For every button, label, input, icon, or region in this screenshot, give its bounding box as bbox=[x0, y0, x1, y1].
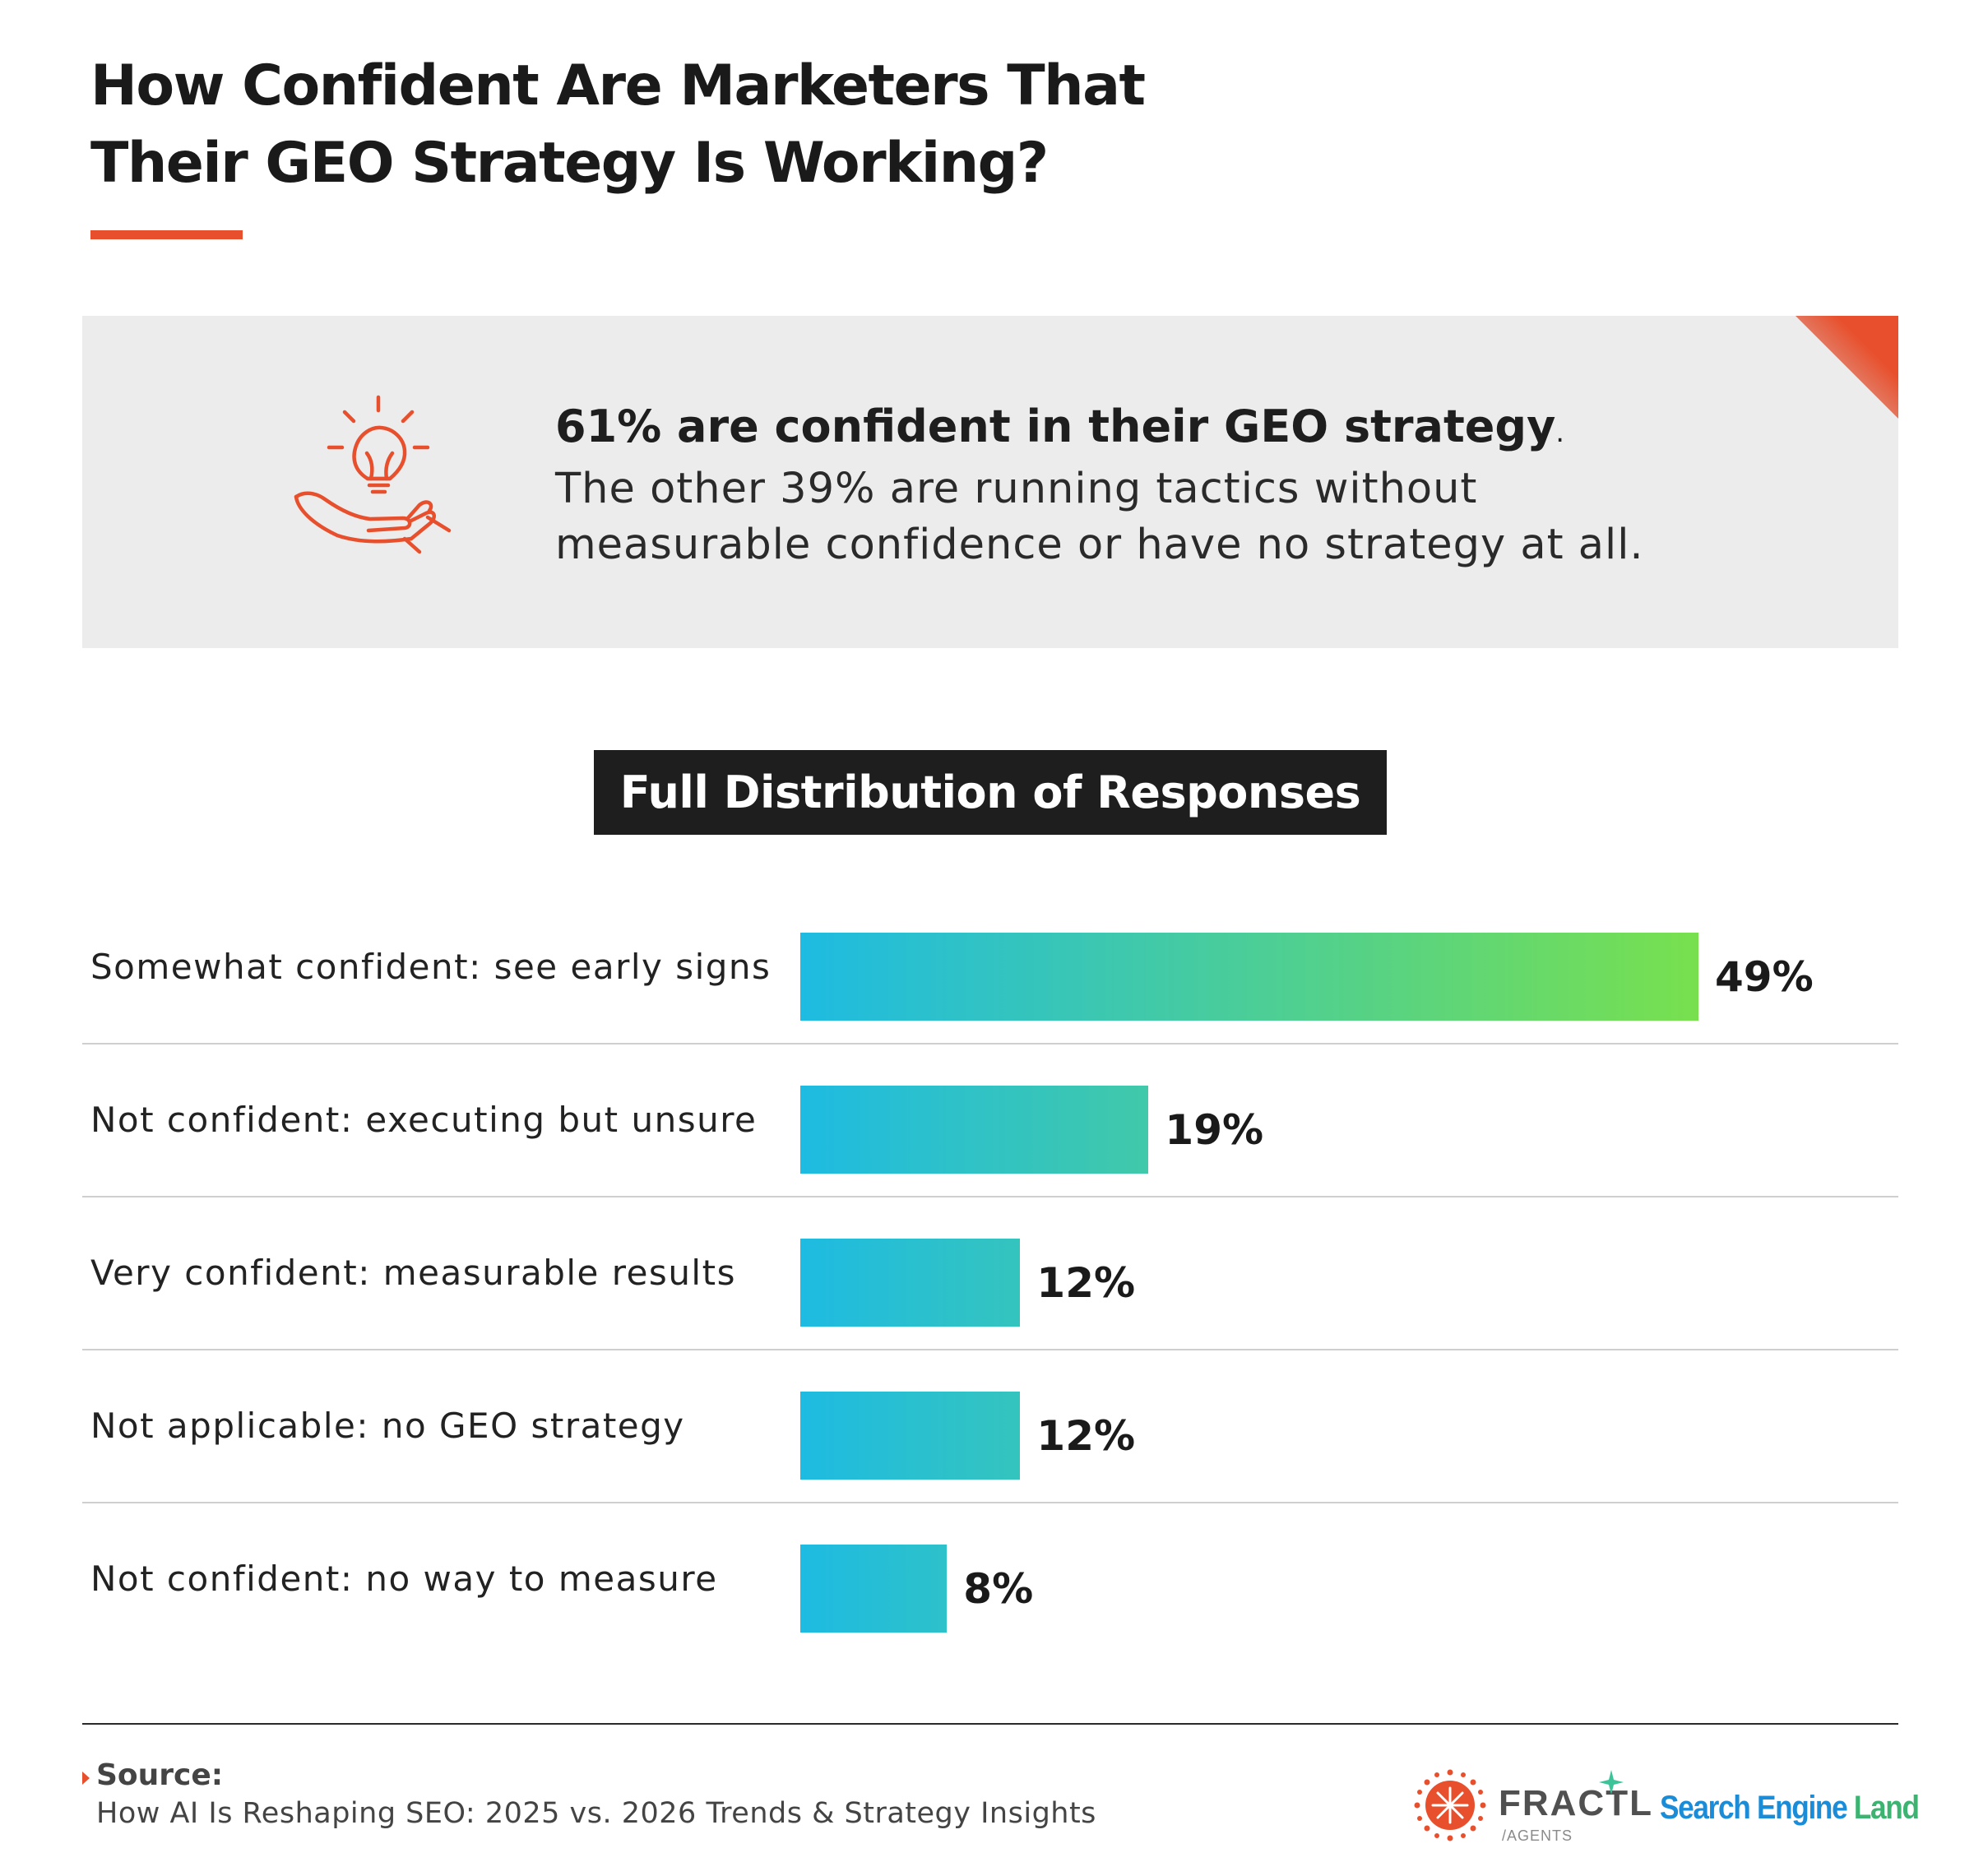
bar bbox=[800, 1086, 1149, 1174]
bar-category-label: Not applicable: no GEO strategy bbox=[90, 1405, 685, 1446]
fractl-logo-word: FRACTL bbox=[1499, 1783, 1653, 1823]
bar-category-label: Very confident: measurable results bbox=[90, 1252, 736, 1293]
sel-logo-part-1: Search Engine bbox=[1660, 1790, 1848, 1826]
bar-category-label: Not confident: no way to measure bbox=[90, 1558, 718, 1599]
chart-title: Full Distribution of Responses bbox=[594, 750, 1387, 835]
fractl-logo-sub: /AGENTS bbox=[1502, 1827, 1573, 1844]
callout-headline: 61% are confident in their GEO strategy. bbox=[555, 398, 1789, 461]
bar-value-label: 49% bbox=[1715, 952, 1814, 1001]
bar-category-label: Somewhat confident: see early signs bbox=[90, 946, 772, 987]
bar-row: Very confident: measurable results 12% bbox=[82, 1196, 1898, 1349]
bar-row: Somewhat confident: see early signs 49% bbox=[82, 890, 1898, 1043]
bar-value-label: 19% bbox=[1165, 1105, 1264, 1154]
bar bbox=[800, 933, 1698, 1021]
bar-value-label: 12% bbox=[1036, 1258, 1136, 1307]
bar-value-label: 12% bbox=[1036, 1411, 1136, 1460]
source-text: How AI Is Reshaping SEO: 2025 vs. 2026 T… bbox=[96, 1797, 1096, 1830]
key-insight-callout: 61% are confident in their GEO strategy.… bbox=[82, 316, 1898, 648]
row-divider bbox=[82, 1349, 1898, 1350]
bar-row: Not applicable: no GEO strategy 12% bbox=[82, 1349, 1898, 1502]
row-divider bbox=[82, 1196, 1898, 1197]
row-divider bbox=[82, 1502, 1898, 1503]
bar-row: Not confident: executing but unsure 19% bbox=[82, 1043, 1898, 1196]
search-engine-land-logo: Search Engine Land bbox=[1660, 1790, 1920, 1827]
bar-value-label: 8% bbox=[963, 1564, 1034, 1613]
title-line-2: Their GEO Strategy Is Working? bbox=[90, 131, 1049, 196]
footer-divider bbox=[82, 1723, 1898, 1725]
sparkle-icon bbox=[1599, 1770, 1624, 1795]
row-divider bbox=[82, 1043, 1898, 1045]
callout-body-line-1: The other 39% are running tactics withou… bbox=[555, 465, 1478, 513]
bar bbox=[800, 1239, 1021, 1327]
callout-headline-suffix: . bbox=[1555, 416, 1565, 449]
corner-accent bbox=[1796, 316, 1898, 419]
source-label: Source: bbox=[96, 1758, 224, 1792]
source-marker-icon bbox=[82, 1772, 90, 1785]
title-line-1: How Confident Are Marketers That bbox=[90, 53, 1146, 118]
lightbulb-in-hand-icon bbox=[294, 395, 452, 554]
bar-category-label: Not confident: executing but unsure bbox=[90, 1099, 758, 1140]
bar bbox=[800, 1392, 1021, 1480]
page-title: How Confident Are Marketers That Their G… bbox=[90, 48, 1489, 202]
callout-text: 61% are confident in their GEO strategy.… bbox=[555, 398, 1789, 573]
bar bbox=[800, 1545, 948, 1633]
callout-body-line-2: measurable confidence or have no strateg… bbox=[555, 521, 1644, 569]
title-underline bbox=[90, 230, 243, 239]
bar-row: Not confident: no way to measure 8% bbox=[82, 1502, 1898, 1655]
callout-headline-text: 61% are confident in their GEO strategy bbox=[555, 401, 1556, 452]
callout-body: The other 39% are running tactics withou… bbox=[555, 461, 1789, 573]
sel-logo-part-2: Land bbox=[1847, 1790, 1920, 1826]
fractl-logo-icon bbox=[1414, 1769, 1486, 1841]
